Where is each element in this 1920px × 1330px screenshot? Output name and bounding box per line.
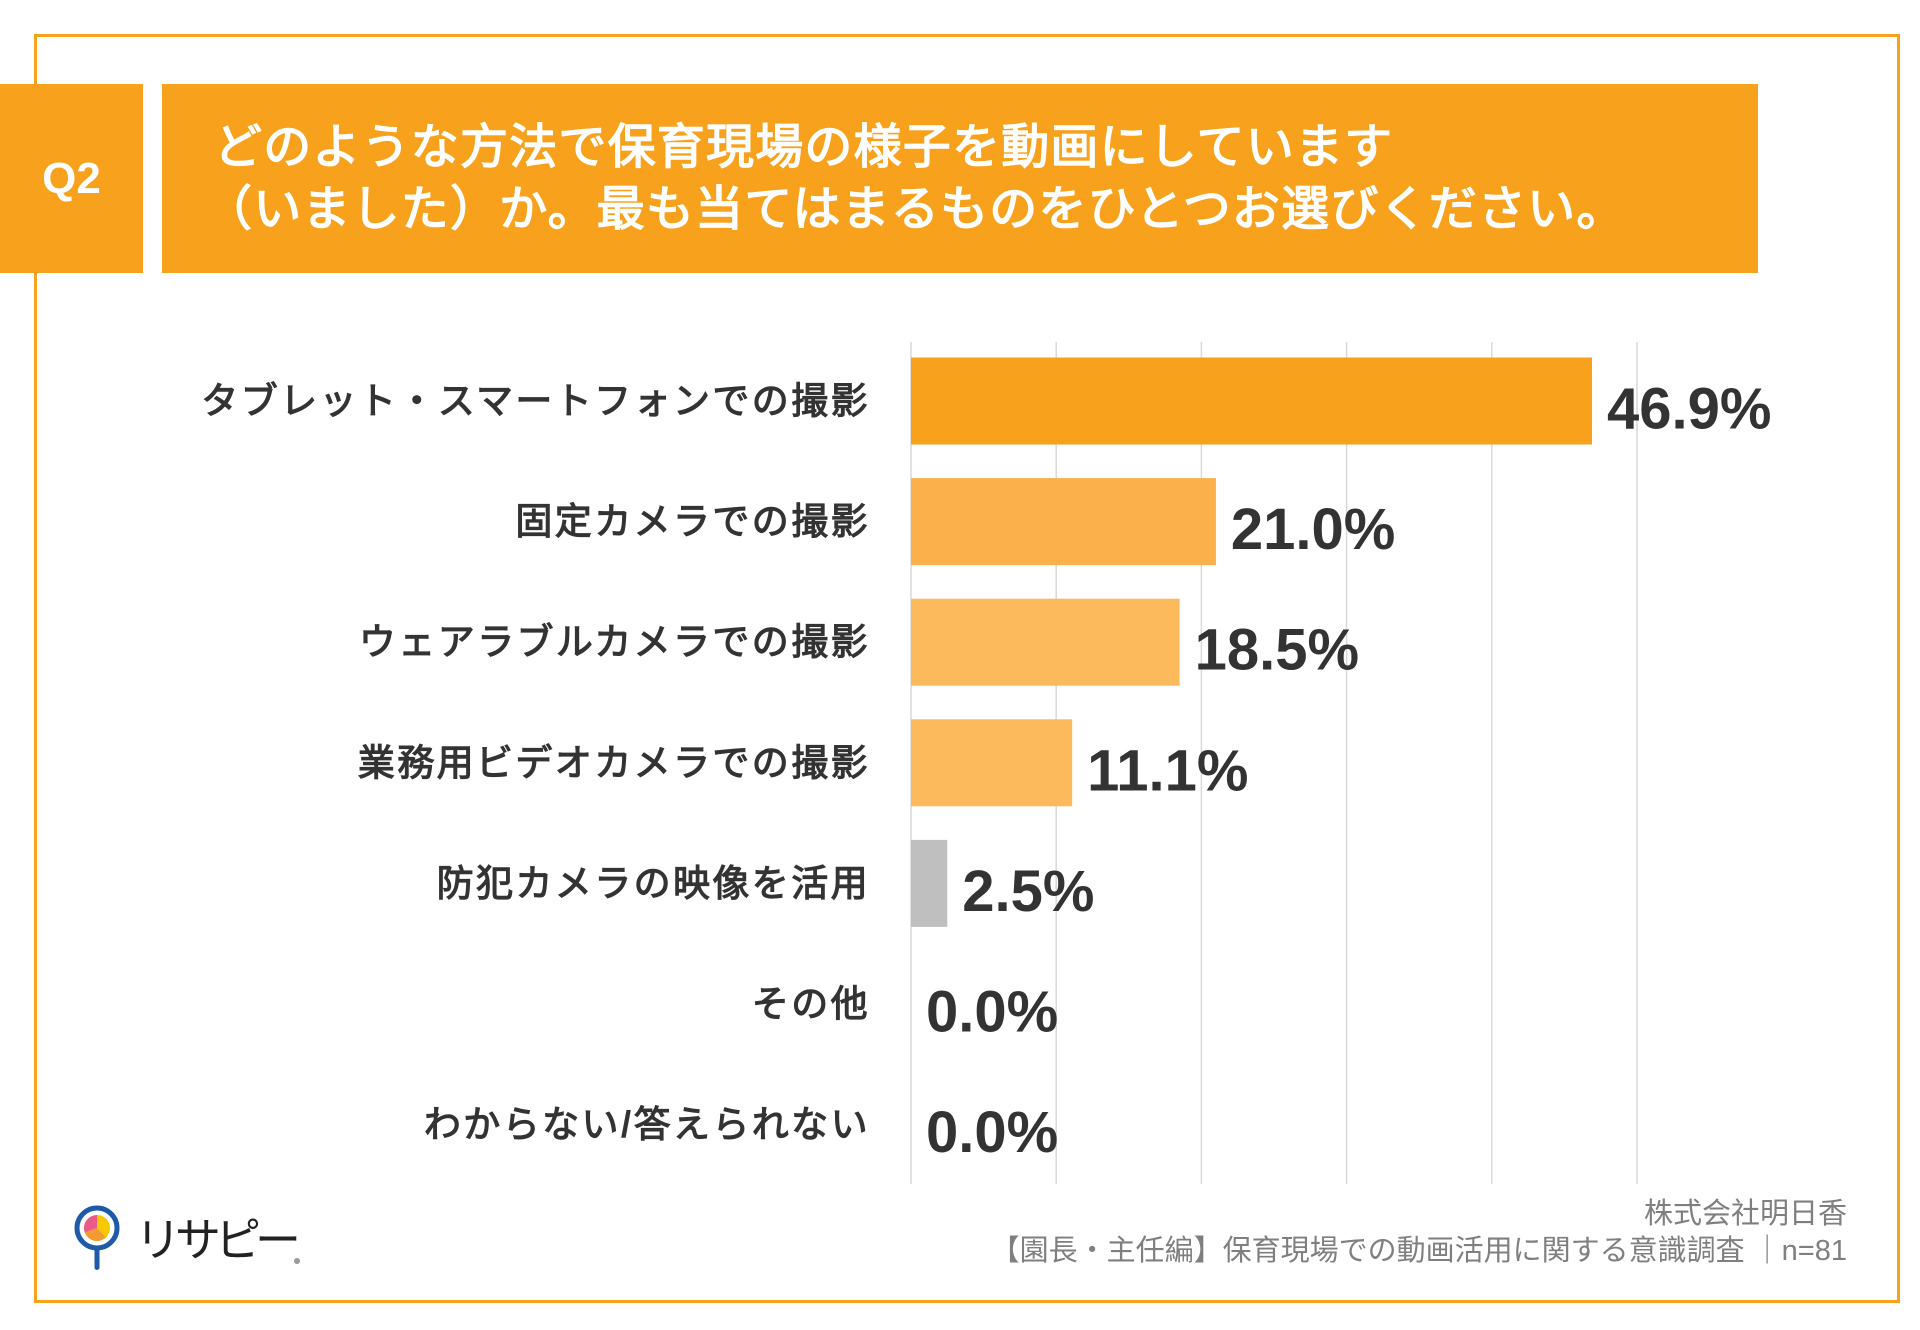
- question-title-box: どのような方法で保育現場の様子を動画にしています （いました）か。最も当てはまる…: [162, 84, 1758, 273]
- value-label: 18.5%: [1195, 618, 1359, 683]
- question-number-box: Q2: [0, 84, 143, 273]
- question-title-line-2: （いました）か。最も当てはまるものをひとつお選びください。: [204, 182, 1626, 236]
- category-label: タブレット・スマートフォンでの撮影: [201, 380, 870, 422]
- footer-company: 株式会社明日香: [1643, 1198, 1847, 1230]
- value-label: 2.5%: [962, 859, 1094, 924]
- question-number: Q2: [42, 153, 101, 203]
- bar: [911, 478, 1216, 566]
- bar-chart: タブレット・スマートフォンでの撮影 46.9% 固定カメラでの撮影 21.0% ウェアラ…: [201, 342, 1771, 1184]
- content-frame: [34, 34, 1900, 1303]
- value-label: 46.9%: [1607, 377, 1771, 442]
- category-label: 業務用ビデオカメラでの撮影: [358, 741, 870, 783]
- footer-survey-info: 【園長・主任編】保育現場での動画活用に関する意識調査 ｜n=81: [990, 1235, 1847, 1267]
- bar: [911, 719, 1073, 807]
- category-label: その他: [752, 984, 870, 1025]
- logo-dot: [294, 1258, 300, 1264]
- logo-text: リサピー: [135, 1214, 301, 1266]
- bar: [911, 839, 948, 927]
- value-label: 21.0%: [1231, 497, 1395, 562]
- category-label: わからない/答えられない: [424, 1104, 870, 1145]
- map-pin-icon: [74, 1205, 120, 1270]
- value-label: 11.1%: [1087, 738, 1248, 803]
- category-label: 固定カメラでの撮影: [515, 501, 870, 542]
- category-label: ウェアラブルカメラでの撮影: [359, 621, 870, 663]
- value-label: 0.0%: [926, 980, 1058, 1045]
- value-label: 0.0%: [926, 1100, 1058, 1165]
- category-label: 防犯カメラの映像を活用: [437, 863, 870, 904]
- bar: [911, 357, 1592, 445]
- bar: [911, 598, 1180, 686]
- question-title-line-1: どのような方法で保育現場の様子を動画にしています: [214, 120, 1394, 174]
